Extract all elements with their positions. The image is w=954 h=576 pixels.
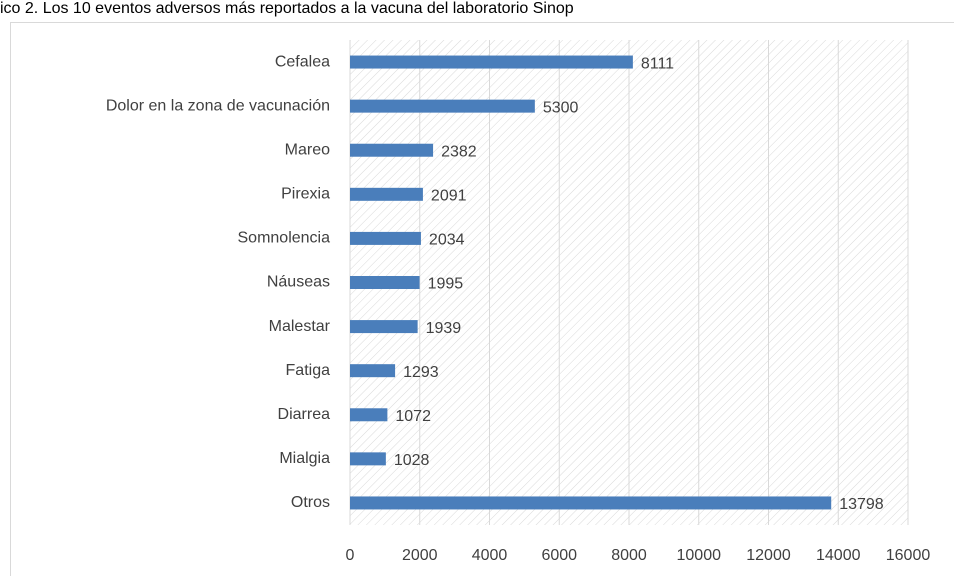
x-tick-label: 8000	[611, 547, 647, 564]
bar	[350, 143, 434, 157]
bar	[350, 452, 386, 466]
data-label: 8111	[641, 55, 674, 72]
y-tick-label: Diarrea	[278, 406, 331, 423]
data-label: 2091	[431, 188, 467, 205]
y-tick-label: Dolor en la zona de vacunación	[106, 97, 330, 114]
data-label: 1293	[403, 364, 439, 381]
x-tick-label: 2000	[402, 547, 438, 564]
x-tick-label: 16000	[886, 547, 931, 564]
y-tick-label: Cefalea	[275, 53, 330, 70]
x-tick-label: 12000	[746, 547, 791, 564]
bar	[350, 408, 388, 422]
data-label: 1995	[428, 276, 464, 293]
y-tick-label: Malestar	[269, 318, 331, 335]
x-tick-label: 14000	[816, 547, 861, 564]
y-tick-label: Otros	[291, 494, 330, 511]
x-tick-label: 4000	[472, 547, 508, 564]
x-tick-label: 6000	[541, 547, 577, 564]
y-tick-label: Somnolencia	[238, 230, 331, 247]
y-tick-label: Náuseas	[267, 274, 330, 291]
x-tick-label: 0	[346, 547, 355, 564]
bar	[350, 99, 535, 113]
bar	[350, 276, 420, 289]
bar	[350, 320, 418, 334]
x-tick-label: 10000	[677, 547, 722, 564]
y-tick-label: Mareo	[285, 141, 330, 158]
y-tick-label: Fatiga	[286, 362, 331, 379]
data-label: 13798	[839, 496, 884, 513]
bar	[350, 187, 423, 201]
bar	[350, 496, 832, 510]
y-tick-label: Mialgia	[279, 450, 330, 467]
data-label: 1028	[394, 452, 430, 469]
data-label: 1939	[426, 320, 462, 337]
data-label: 5300	[543, 99, 579, 116]
data-label: 1072	[395, 408, 431, 425]
y-tick-label: Pirexia	[281, 186, 330, 203]
data-label: 2382	[441, 143, 477, 160]
bar	[350, 364, 396, 378]
bar	[350, 231, 421, 245]
bar	[350, 55, 633, 69]
data-label: 2034	[429, 232, 465, 249]
chart-title: ico 2. Los 10 eventos adversos más repor…	[0, 0, 574, 17]
